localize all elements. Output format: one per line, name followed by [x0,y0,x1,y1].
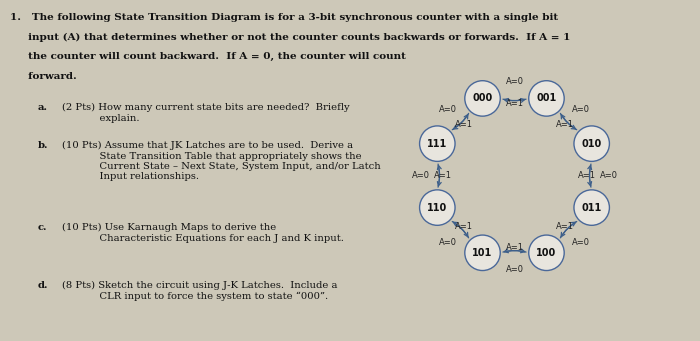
Text: A=0: A=0 [505,265,524,274]
Text: 101: 101 [473,248,493,258]
Text: A=0: A=0 [412,171,430,180]
Text: d.: d. [38,281,48,290]
Text: A=0: A=0 [439,105,457,114]
FancyArrowPatch shape [454,222,468,238]
Text: 011: 011 [582,203,602,212]
Text: A=1: A=1 [556,222,575,231]
FancyArrowPatch shape [561,113,575,129]
Text: 001: 001 [536,93,557,103]
FancyArrowPatch shape [588,165,592,187]
Text: c.: c. [38,223,48,232]
Text: A=1: A=1 [556,120,575,129]
Text: A=1: A=1 [505,99,524,108]
Text: the counter will count backward.  If A = 0, the counter will count: the counter will count backward. If A = … [10,52,406,61]
Text: A=0: A=0 [572,238,590,247]
FancyArrowPatch shape [438,165,441,187]
Text: (10 Pts) Assume that JK Latches are to be used.  Derive a
            State Tran: (10 Pts) Assume that JK Latches are to b… [62,141,381,181]
Circle shape [528,235,564,270]
Text: b.: b. [38,141,48,150]
Text: 1.   The following State Transition Diagram is for a 3-bit synchronous counter w: 1. The following State Transition Diagra… [10,13,558,22]
Text: forward.: forward. [10,72,77,80]
Text: A=1: A=1 [454,120,472,129]
Text: A=1: A=1 [454,222,472,231]
Text: (10 Pts) Use Karnaugh Maps to derive the
            Characteristic Equations fo: (10 Pts) Use Karnaugh Maps to derive the… [62,223,344,242]
Text: input (A) that determines whether or not the counter counts backwards or forward: input (A) that determines whether or not… [10,32,570,42]
Text: A=0: A=0 [599,171,617,180]
FancyArrowPatch shape [504,249,526,253]
FancyArrowPatch shape [452,222,468,237]
Circle shape [574,126,610,161]
FancyArrowPatch shape [438,164,441,186]
Text: A=0: A=0 [572,105,590,114]
FancyArrowPatch shape [561,222,577,237]
Text: A=1: A=1 [433,171,452,180]
Text: 110: 110 [427,203,447,212]
Text: A=1: A=1 [578,171,596,180]
FancyArrowPatch shape [561,222,575,238]
Text: 111: 111 [427,139,447,149]
FancyArrowPatch shape [503,99,525,102]
Circle shape [574,190,610,225]
Text: 010: 010 [582,139,602,149]
Text: a.: a. [38,103,48,112]
Text: A=1: A=1 [505,243,524,252]
FancyArrowPatch shape [452,115,468,130]
Text: 000: 000 [473,93,493,103]
Text: (2 Pts) How many current state bits are needed?  Briefly
            explain.: (2 Pts) How many current state bits are … [62,103,349,122]
Circle shape [528,81,564,116]
FancyArrowPatch shape [504,99,526,102]
Text: (8 Pts) Sketch the circuit using J-K Latches.  Include a
            CLR input t: (8 Pts) Sketch the circuit using J-K Lat… [62,281,337,301]
FancyArrowPatch shape [561,115,577,130]
Circle shape [465,81,500,116]
Text: A=0: A=0 [505,77,524,86]
FancyArrowPatch shape [454,113,468,129]
Text: A=0: A=0 [439,238,457,247]
Text: 100: 100 [536,248,557,258]
FancyArrowPatch shape [588,164,592,186]
Circle shape [419,190,455,225]
FancyArrowPatch shape [503,249,525,253]
Circle shape [465,235,500,270]
Circle shape [419,126,455,161]
